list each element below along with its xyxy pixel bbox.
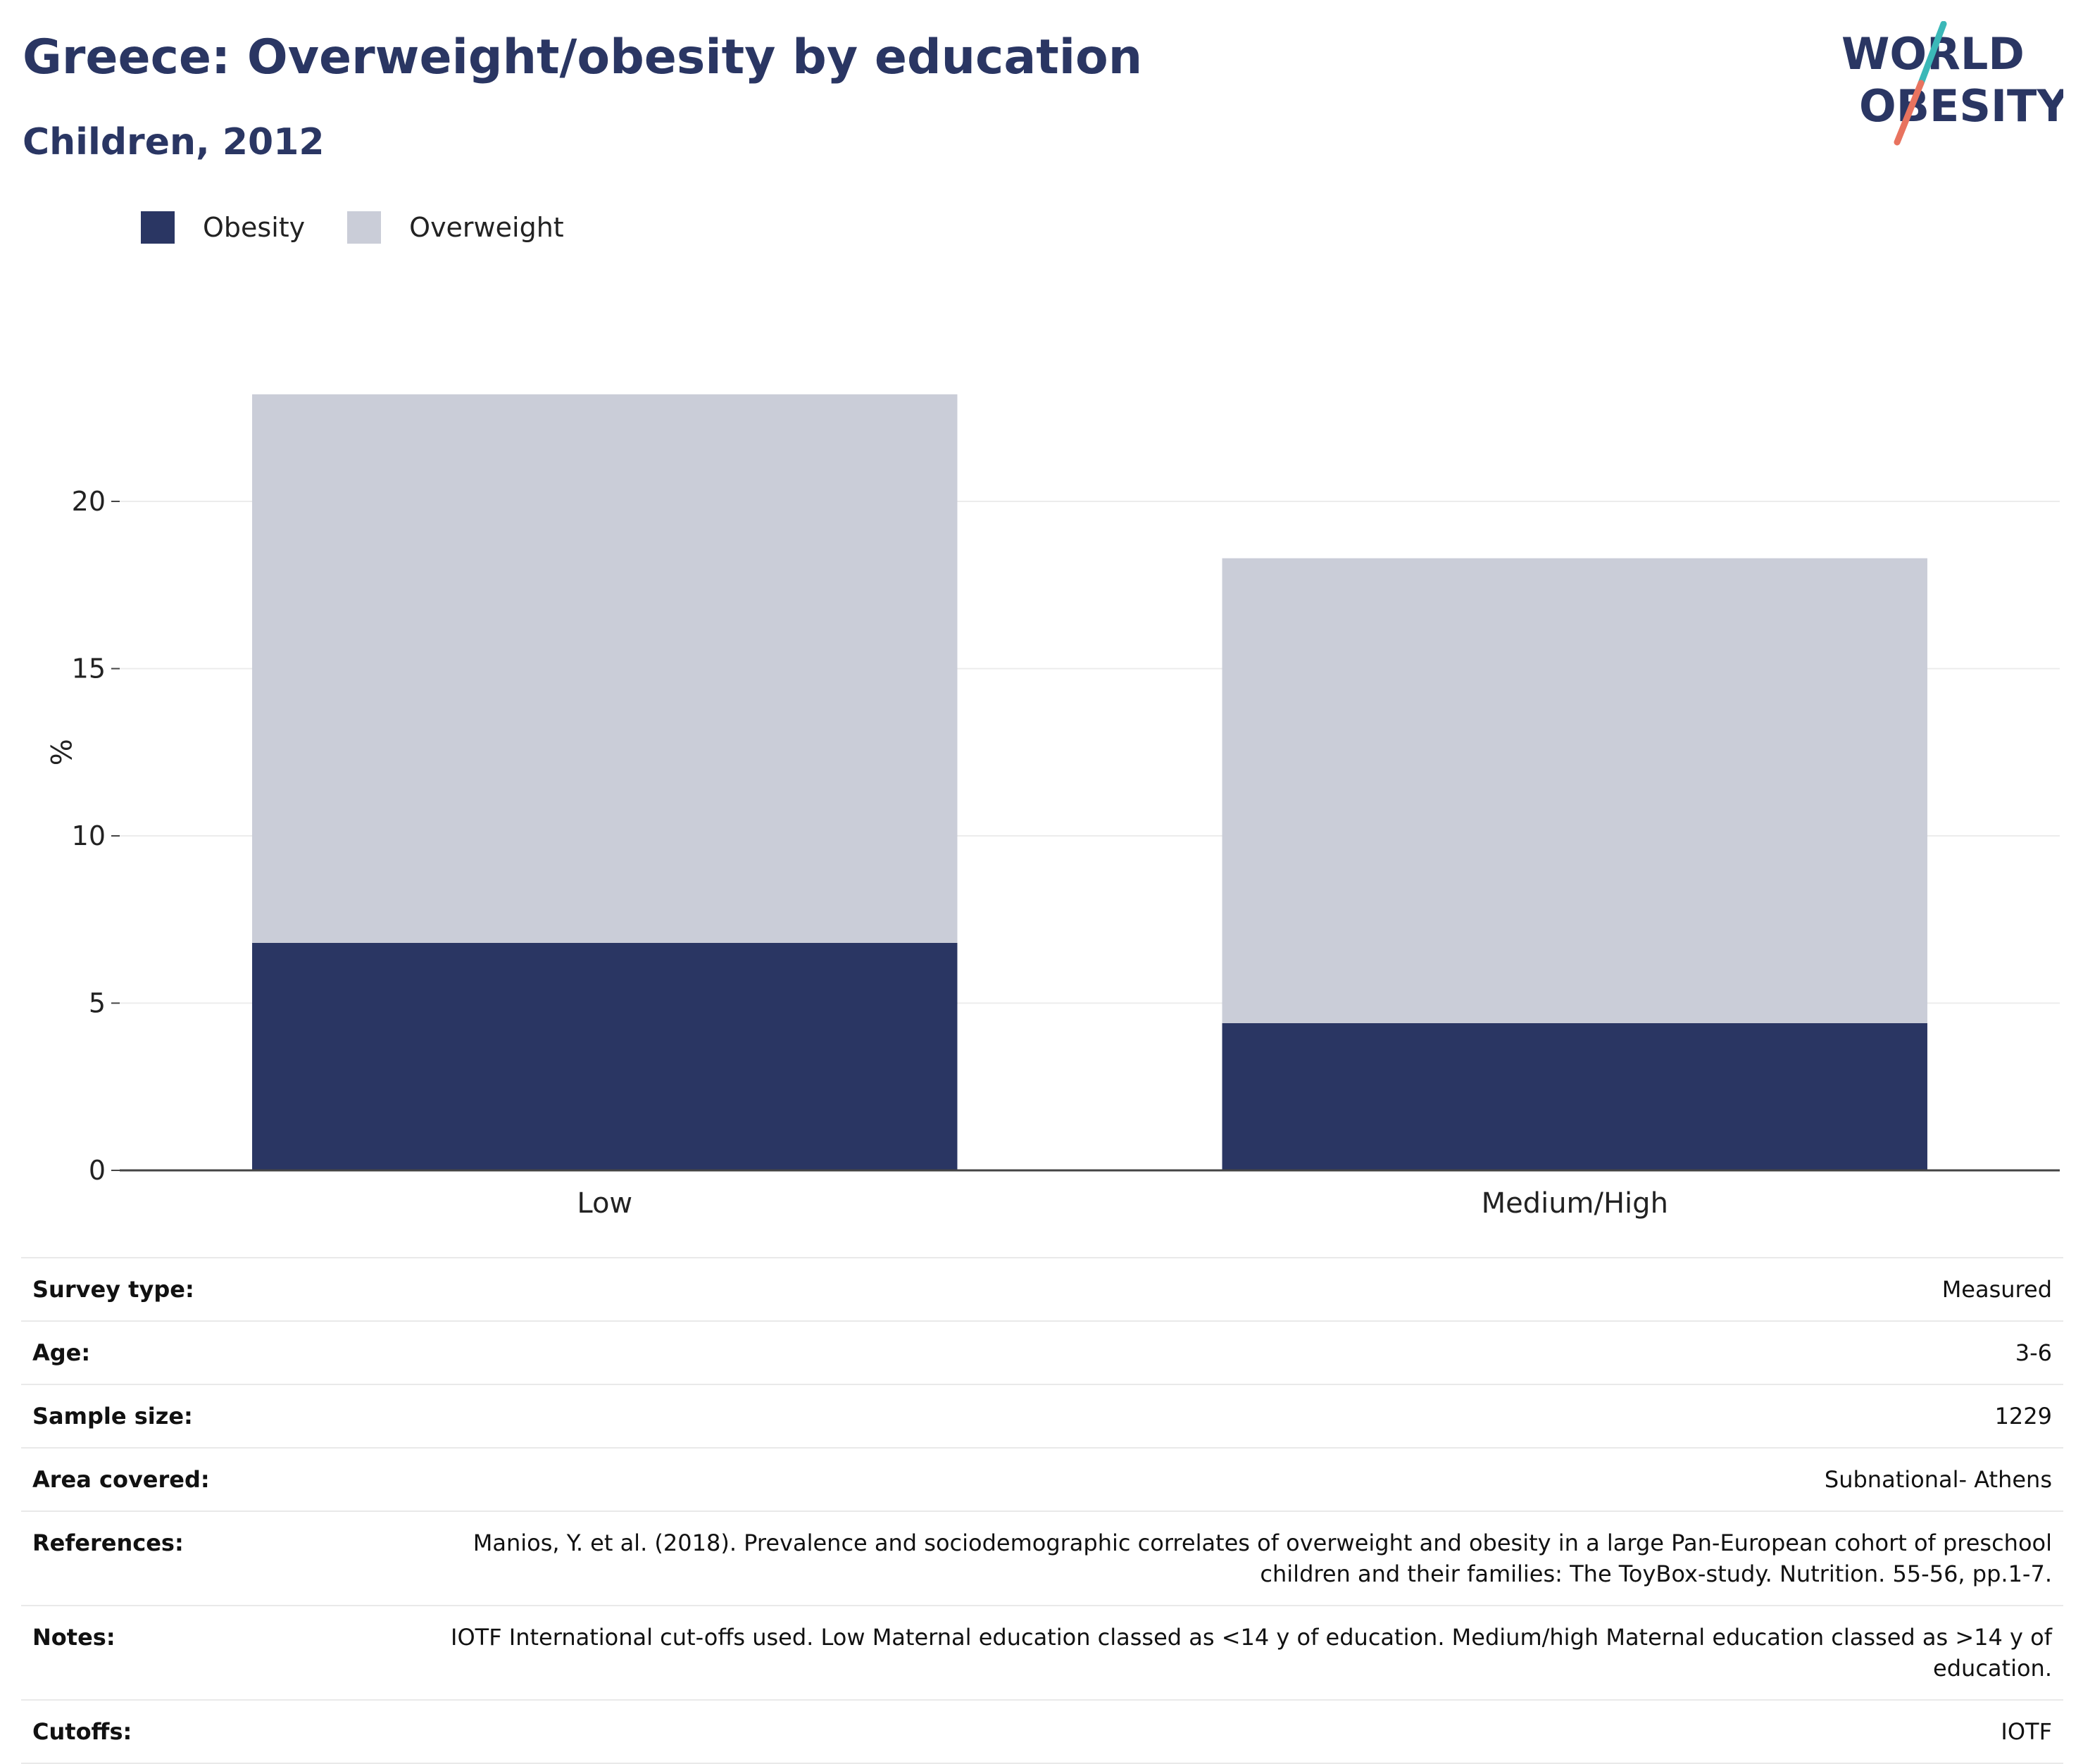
info-row-cutoffs: Cutoffs: IOTF (21, 1700, 2063, 1763)
info-key: Age: (32, 1339, 91, 1366)
info-value: Measured (1941, 1276, 2052, 1303)
chart-subtitle: Children, 2012 (23, 121, 325, 163)
info-value: Manios, Y. et al. (2018). Prevalence and… (473, 1530, 2052, 1587)
logo-text-obesity: OBESITY (1859, 80, 2063, 132)
x-tick-label: Medium/High (1482, 1187, 1668, 1220)
info-key: References: (32, 1530, 184, 1556)
info-key: Area covered: (32, 1466, 210, 1493)
info-row-area-covered: Area covered: Subnational- Athens (21, 1448, 2063, 1511)
stacked-bar-chart: 0 5 10 15 20% Low Medium/High (44, 394, 2060, 1220)
info-key: Sample size: (32, 1403, 193, 1430)
info-key: Cutoffs: (32, 1718, 132, 1745)
y-tick-label: 15 (72, 653, 106, 684)
survey-info-table: Survey type: Measured Age: 3-6 Sample si… (21, 1257, 2063, 1764)
info-row-age: Age: 3-6 (21, 1321, 2063, 1384)
info-row-references: References: Manios, Y. et al. (2018). Pr… (21, 1511, 2063, 1606)
bar-overweight-low (252, 394, 958, 943)
logo-slash-teal (1918, 21, 1947, 87)
info-row-notes: Notes: IOTF International cut-offs used.… (21, 1606, 2063, 1700)
logo-slash-red (1894, 80, 1925, 146)
legend-label-overweight: Overweight (409, 212, 564, 243)
legend-swatch-overweight (347, 211, 382, 244)
info-key: Notes: (32, 1624, 115, 1651)
y-tick-label: 20 (72, 486, 106, 517)
chart-legend: Obesity Overweight (141, 211, 606, 244)
info-row-sample-size: Sample size: 1229 (21, 1384, 2063, 1448)
info-row-survey-type: Survey type: Measured (21, 1258, 2063, 1321)
y-axis-label: % (44, 739, 76, 765)
x-tick-label: Low (577, 1187, 632, 1220)
info-value: IOTF (2001, 1718, 2052, 1745)
legend-item-overweight[interactable]: Overweight (347, 211, 564, 244)
bar-obesity-medium-high (1222, 1023, 1927, 1170)
info-key: Survey type: (32, 1276, 194, 1303)
legend-label-obesity: Obesity (203, 212, 306, 243)
info-value: 1229 (1994, 1403, 2052, 1430)
info-value: Subnational- Athens (1824, 1466, 2052, 1493)
info-value: IOTF International cut-offs used. Low Ma… (451, 1624, 2052, 1682)
y-tick-label: 10 (72, 820, 106, 851)
bar-overweight-medium-high (1222, 558, 1927, 1023)
world-obesity-logo: WORLD OBESITY (1841, 21, 2063, 146)
legend-item-obesity[interactable]: Obesity (141, 211, 305, 244)
y-tick-label: 0 (89, 1155, 106, 1186)
bar-obesity-low (252, 943, 958, 1170)
chart-title: Greece: Overweight/obesity by education (23, 30, 1143, 85)
y-tick-label: 5 (89, 988, 106, 1019)
legend-swatch-obesity (141, 211, 175, 244)
info-value: 3-6 (2015, 1339, 2052, 1366)
